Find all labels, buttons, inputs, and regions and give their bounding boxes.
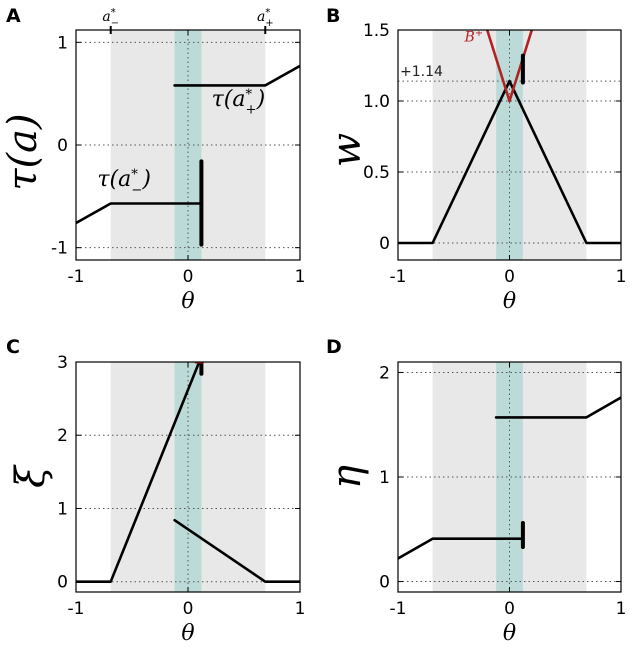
y-tick-label: 0 (57, 136, 68, 156)
y-tick-label: 1.5 (363, 21, 390, 41)
y-tick-label: 1 (379, 468, 390, 488)
x-tick-label: 1 (616, 267, 627, 287)
y-axis-label: ξ (8, 464, 54, 488)
x-tick-label: -1 (68, 267, 85, 287)
series-group (398, 396, 621, 560)
series-w (398, 79, 621, 245)
teal-band (496, 362, 523, 592)
y-tick-label: 1 (57, 499, 68, 519)
y-tick-label: 2 (379, 363, 390, 383)
y-tick-label: 0 (379, 234, 390, 254)
teal-band (496, 30, 523, 260)
panel-label: B (326, 5, 340, 27)
panel-label: C (6, 336, 20, 358)
x-tick-label: -1 (68, 599, 85, 619)
y-tick-label: -1 (51, 239, 68, 259)
series-group (398, 30, 621, 245)
series-B_plus_right (508, 30, 534, 103)
y-tick-label: 0 (57, 573, 68, 593)
panel-label: A (6, 5, 21, 27)
extra-grid-label: +1.14 (400, 64, 443, 80)
series-group (76, 362, 300, 584)
series-eta_left (398, 537, 525, 560)
annotation: τ(a* +) (212, 87, 266, 118)
y-tick-label: 1.0 (363, 92, 390, 112)
teal-band (174, 30, 202, 260)
y-axis-label: η (324, 465, 370, 489)
x-tick-label: 0 (504, 599, 515, 619)
y-axis-label: w (324, 133, 370, 167)
x-tick-label: 0 (183, 599, 194, 619)
y-tick-label: 3 (57, 353, 68, 373)
y-axis-label: τ(a) (0, 113, 46, 190)
x-tick-label: 1 (616, 599, 627, 619)
series-xi_right (173, 518, 300, 584)
x-tick-label: 1 (295, 599, 306, 619)
annotation: τ(a* −) (97, 167, 151, 198)
series-eta_right (494, 396, 621, 419)
series-group (76, 64, 300, 247)
x-axis-label: θ (503, 289, 516, 314)
top-marker-label: a* + (257, 7, 274, 29)
x-tick-label: 0 (504, 267, 515, 287)
y-tick-label: 0.5 (363, 163, 390, 183)
series-tau_left (76, 202, 203, 225)
panel-a: -1 0 1 -1 0 1 a* − a* + τ(a* +) τ(a* −) θ τ(a) A (0, 5, 305, 314)
x-tick-label: -1 (390, 599, 407, 619)
x-axis-label: θ (181, 621, 194, 646)
series-B_plus_left (485, 30, 511, 103)
y-tick-label: 1 (57, 33, 68, 53)
x-axis-label: θ (503, 621, 516, 646)
teal-band (174, 362, 202, 592)
x-axis-label: θ (181, 289, 194, 314)
panel-b: +1.14-1 0 100.51.01.5 B+θwB (324, 5, 626, 314)
x-tick-label: 1 (295, 267, 306, 287)
series-tau_right (173, 64, 300, 87)
panel-label: D (326, 336, 342, 358)
x-tick-label: -1 (390, 267, 407, 287)
y-tick-label: 0 (379, 573, 390, 593)
top-marker-label: a* − (102, 7, 119, 29)
x-tick-label: 0 (183, 267, 194, 287)
series-xi_left (76, 362, 201, 584)
y-tick-label: 2 (57, 426, 68, 446)
annotation: B+ (464, 28, 484, 46)
